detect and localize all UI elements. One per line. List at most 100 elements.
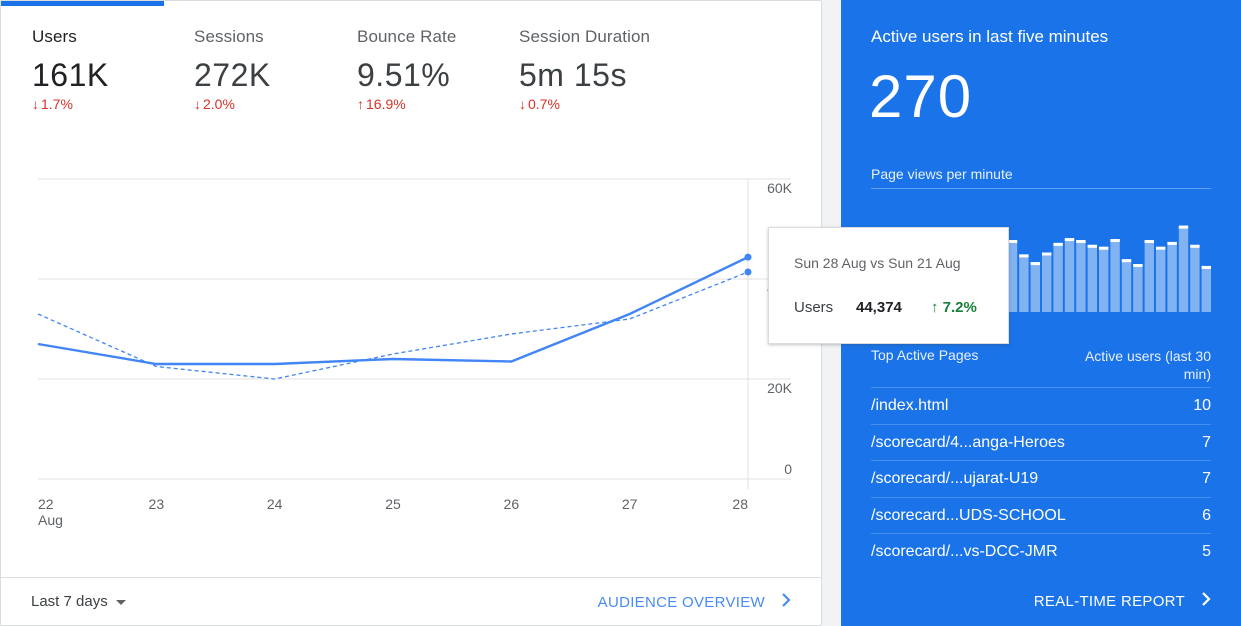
pageview-bar-cap [1076,240,1086,243]
metric-value: 5m 15s [519,57,627,93]
series-point [744,268,752,276]
metric-name: Bounce Rate [357,27,457,46]
page-row[interactable]: /scorecard/...ujarat-U19 7 [871,460,1211,497]
page-count: 5 [1202,543,1211,560]
x-tick-label: 22 [38,496,54,512]
page-count: 10 [1193,397,1211,414]
users-line-chart[interactable]: 60K40K20K022232425262728Aug [1,161,821,541]
arrow-down-icon: ↓ [519,96,526,112]
pageview-bar [1064,238,1075,312]
metric-change: ↓ 2.0% [194,96,235,112]
page-count: 7 [1202,470,1211,487]
page-row[interactable]: /scorecard/...vs-DCC-JMR 5 [871,533,1211,570]
audience-card: Users 161K ↓ 1.7% Sessions 272K ↓ 2.0% Bou… [0,0,822,626]
page-path: /scorecard/...ujarat-U19 [871,470,1039,487]
date-range-dropdown[interactable]: Last 7 days [31,593,126,610]
metric-session-duration[interactable]: Session Duration 5m 15s ↓ 0.7% [519,27,650,112]
pageview-bar [1007,240,1018,312]
pageview-bar-cap [1007,240,1018,243]
metric-value: 272K [194,57,271,93]
realtime-footer: REAL-TIME REPORT [841,576,1241,626]
pageview-bar [1110,239,1120,312]
tooltip-value: 44,374 [856,299,902,316]
users-series-line [37,256,749,366]
pageview-bar [1156,246,1166,312]
metric-value: 9.51% [357,57,451,93]
metric-name: Session Duration [519,27,651,46]
metric-name: Users [32,27,77,46]
pageview-bar-cap [1064,238,1075,242]
metric-sessions[interactable]: Sessions 272K ↓ 2.0% [194,27,271,112]
page-row[interactable]: /index.html 10 [871,387,1211,424]
arrow-up-icon: ↑ [357,96,364,112]
metric-bounce-rate[interactable]: Bounce Rate 9.51% ↑ 16.9% [357,27,456,112]
y-tick-label: 0 [784,461,792,477]
pageview-bar-cap [1144,240,1154,243]
x-tick-label: 24 [267,496,283,512]
page-row[interactable]: /scorecard/4...anga-Heroes 7 [871,423,1211,461]
pageview-bar [1076,240,1086,312]
chevron-right-icon [1201,592,1211,610]
metric-change: ↓ 0.7% [519,96,560,112]
pageview-bar-cap [1110,239,1120,243]
pageview-bar-cap [1019,254,1029,258]
audience-overview-link[interactable]: AUDIENCE OVERVIEW [598,593,791,611]
pageview-bar-cap [1087,244,1097,248]
tooltip-label: Users [794,299,834,316]
metric-change: ↓ 1.7% [32,96,73,112]
pageview-bar [1042,252,1052,312]
pageview-bar-cap [1167,241,1177,245]
tooltip-change: ↑ 7.2% [931,299,977,316]
pageview-bar [1087,244,1097,312]
top-pages-label: Top Active Pages [871,347,979,363]
x-tick-label: 27 [622,496,638,512]
metric-users[interactable]: Users 161K ↓ 1.7% [32,27,109,112]
x-tick-label: 26 [504,496,520,512]
tooltip-title: Sun 28 Aug vs Sun 21 Aug [794,255,961,271]
metric-name: Sessions [194,27,264,46]
y-tick-label: 20K [767,380,793,396]
pageview-bar [1178,225,1189,312]
card-footer: Last 7 days AUDIENCE OVERVIEW [1,577,821,625]
x-tick-label: 28 [732,496,748,512]
pageview-bar [1019,254,1029,312]
y-tick-label: 60K [767,180,793,196]
comparison-series-line [37,271,749,380]
realtime-report-link[interactable]: REAL-TIME REPORT [1034,592,1211,610]
pageview-bar [1133,264,1143,312]
pageview-bar-cap [1053,242,1063,246]
caret-down-icon [115,599,126,605]
chart-tooltip: Sun 28 Aug vs Sun 21 Aug Users 44,374 ↑ … [768,227,1009,344]
arrow-up-icon: ↑ [931,299,939,316]
metric-change: ↑ 16.9% [357,96,406,112]
pageview-bar-cap [1042,252,1052,256]
active-tab-indicator [1,1,164,6]
chevron-right-icon [781,593,791,611]
pageview-bar-cap [1121,259,1132,263]
pageview-bar-cap [1201,265,1211,269]
pageview-bar-cap [1030,262,1040,266]
pageview-bar [1201,265,1211,312]
arrow-down-icon: ↓ [32,96,39,112]
top-pages-list: /index.html 10 /scorecard/4...anga-Heroes… [871,387,1211,570]
x-tick-label: 23 [149,496,165,512]
page-row[interactable]: /scorecard...UDS-SCHOOL 6 [871,496,1211,534]
active-users-count: 270 [869,63,973,130]
x-tick-sublabel: Aug [38,512,63,528]
pageview-bar-cap [1178,225,1189,229]
pageview-bar-cap [1156,246,1166,250]
divider [871,188,1211,189]
page-path: /scorecard...UDS-SCHOOL [871,506,1066,524]
page-count: 7 [1202,433,1211,451]
series-point [744,253,752,261]
pageview-bar [1030,262,1040,312]
page-count: 6 [1202,506,1211,524]
pageview-bar [1167,241,1177,312]
realtime-title: Active users in last five minutes [871,27,1109,46]
page-path: /index.html [871,397,949,414]
pageview-bar-cap [1190,244,1200,248]
page-path: /scorecard/4...anga-Heroes [871,433,1065,451]
pageview-bar-cap [1133,264,1143,267]
page-path: /scorecard/...vs-DCC-JMR [871,543,1058,560]
pageview-bar [1121,259,1132,312]
